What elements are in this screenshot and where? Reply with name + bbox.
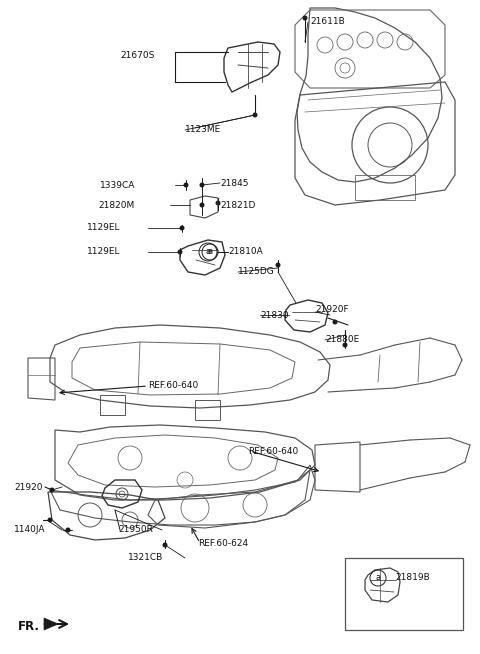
Text: 21611B: 21611B [310,18,345,27]
Circle shape [276,262,280,267]
Polygon shape [44,618,58,630]
Circle shape [65,528,71,532]
Circle shape [49,487,55,492]
Text: 21819B: 21819B [395,574,430,583]
Circle shape [178,249,182,254]
Text: 21821D: 21821D [220,201,255,209]
Text: 21830: 21830 [260,311,288,320]
Circle shape [252,112,257,118]
Text: a: a [205,247,211,256]
Text: a: a [375,574,381,583]
Text: 1321CB: 1321CB [128,553,163,562]
Text: REF.60-624: REF.60-624 [198,538,248,547]
Text: 21810A: 21810A [228,247,263,256]
Text: 1125DG: 1125DG [238,267,275,277]
Text: FR.: FR. [18,619,40,632]
Text: 1129EL: 1129EL [87,224,120,233]
Text: 1129EL: 1129EL [87,247,120,256]
Circle shape [200,182,204,188]
Circle shape [163,543,168,547]
Circle shape [216,201,220,205]
Circle shape [48,517,52,523]
Text: 21845: 21845 [220,179,249,188]
Text: REF.60-640: REF.60-640 [248,447,298,455]
Text: a: a [207,247,213,256]
Circle shape [183,182,189,188]
Text: 21920F: 21920F [315,305,348,315]
Text: 1339CA: 1339CA [100,181,135,190]
Text: 21920: 21920 [14,483,43,492]
Bar [345,558,463,630]
Text: 21880E: 21880E [325,336,359,345]
Circle shape [333,320,337,324]
Text: 1140JA: 1140JA [14,526,46,534]
Text: 1123ME: 1123ME [185,126,221,135]
Circle shape [180,226,184,230]
Circle shape [200,203,204,207]
Circle shape [343,343,348,347]
Text: 21670S: 21670S [120,50,155,60]
Text: 21820M: 21820M [98,201,134,209]
Text: 21950R: 21950R [118,526,153,534]
Text: REF.60-640: REF.60-640 [148,381,198,390]
Circle shape [302,16,308,20]
